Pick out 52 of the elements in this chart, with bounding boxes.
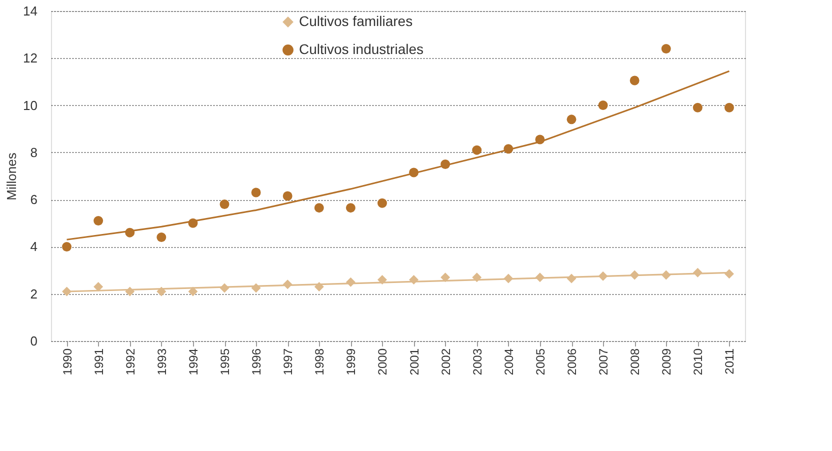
- y-tick-label: 10: [23, 98, 38, 113]
- x-tick-label: 1993: [154, 348, 169, 376]
- point: [661, 44, 671, 54]
- point: [188, 286, 198, 296]
- x-tick-label: 1999: [344, 348, 358, 376]
- x-tick-label: 2004: [502, 348, 516, 376]
- point: [314, 203, 324, 213]
- point: [724, 102, 734, 112]
- x-tick-label: 2009: [660, 348, 674, 376]
- y-tick-label: 4: [30, 239, 38, 254]
- y-tick-label: 8: [30, 144, 38, 160]
- x-tick-label: 2003: [470, 348, 484, 376]
- x-tick-label: 1994: [186, 348, 200, 376]
- x-tick-label: 2010: [691, 348, 706, 376]
- point: [440, 272, 450, 282]
- y-axis-title: Millones: [4, 152, 20, 200]
- x-tick-label: 2006: [565, 348, 579, 376]
- point: [566, 114, 576, 124]
- point: [598, 100, 608, 110]
- x-tick-label: 1997: [281, 348, 296, 376]
- y-tick-label: 2: [30, 286, 38, 302]
- y-tick-label: 14: [23, 4, 38, 18]
- point: [220, 200, 230, 210]
- x-tick-label: 1992: [123, 348, 138, 376]
- point: [251, 188, 261, 198]
- point: [692, 102, 702, 112]
- x-tick-label: 2011: [722, 348, 737, 374]
- y-tick-label: 6: [30, 192, 38, 208]
- x-tick-label: 2002: [438, 348, 453, 376]
- legend-label: Cultivos industriales: [299, 41, 424, 57]
- x-tick-label: 2007: [596, 348, 611, 376]
- point: [630, 76, 640, 86]
- x-tick-label: 1998: [312, 348, 327, 376]
- point: [156, 232, 166, 242]
- point: [94, 216, 104, 226]
- x-tick-label: 2008: [628, 348, 642, 376]
- y-tick-label: 0: [30, 334, 38, 348]
- point: [282, 191, 292, 201]
- x-tick-label: 1995: [218, 348, 232, 376]
- legend-label: Cultivos familiares: [299, 13, 413, 29]
- x-tick-label: 1990: [60, 348, 74, 376]
- x-tick-label: 2000: [376, 348, 390, 376]
- point: [472, 145, 482, 155]
- x-tick-label: 2005: [533, 348, 548, 376]
- point: [94, 282, 104, 292]
- x-tick-label: 1996: [250, 348, 264, 376]
- point: [62, 242, 72, 252]
- x-tick-label: 2001: [407, 348, 422, 376]
- y-tick-label: 12: [23, 50, 38, 66]
- point: [377, 198, 387, 208]
- point: [346, 203, 356, 213]
- x-tick-label: 1991: [92, 348, 106, 376]
